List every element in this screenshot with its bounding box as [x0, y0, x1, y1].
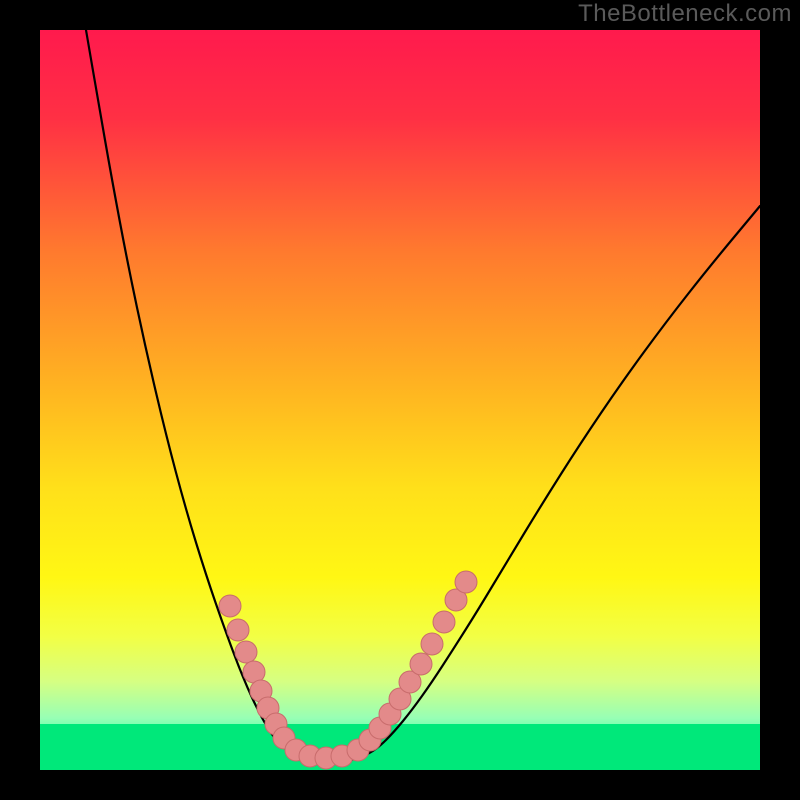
- data-marker: [455, 571, 477, 593]
- chart-stage: TheBottleneck.com: [0, 0, 800, 800]
- watermark-text: TheBottleneck.com: [578, 0, 792, 28]
- plot-area: [40, 30, 760, 770]
- green-band: [40, 724, 760, 770]
- data-marker: [235, 641, 257, 663]
- data-marker: [219, 595, 241, 617]
- data-marker: [410, 653, 432, 675]
- data-marker: [421, 633, 443, 655]
- bottleneck-chart: [0, 0, 800, 800]
- data-marker: [433, 611, 455, 633]
- data-marker: [227, 619, 249, 641]
